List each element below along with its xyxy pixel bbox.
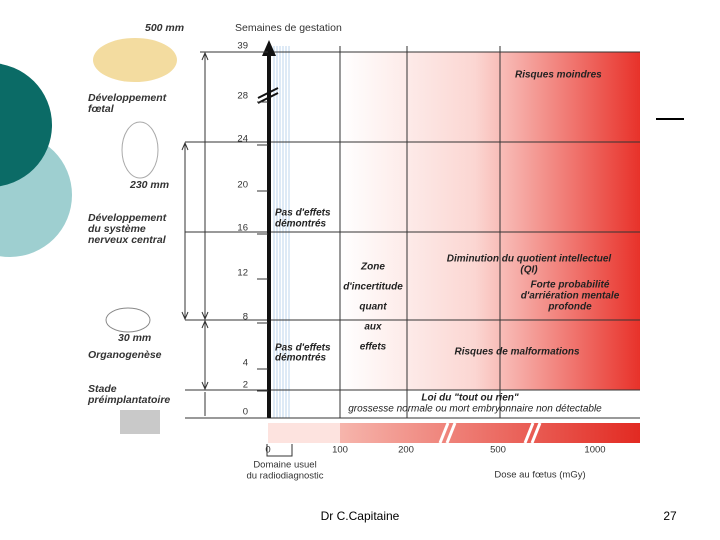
week-tick-label: 4 xyxy=(243,358,248,369)
stage-label: fœtal xyxy=(88,103,115,115)
week-tick-label: 16 xyxy=(237,223,248,234)
stage-size: 500 mm xyxy=(145,22,184,34)
decor-circle xyxy=(0,63,52,187)
stage-arrows xyxy=(181,51,209,416)
dose-ticks: 0 100 200 500 1000 xyxy=(265,445,605,456)
fetus-illustration xyxy=(93,38,177,82)
week-tick-label: 2 xyxy=(243,380,248,391)
embryo-illustration xyxy=(121,121,159,179)
week-tick-label: 39 xyxy=(237,41,248,52)
stage-label: Développement xyxy=(88,212,167,224)
zone-label: Risques moindres xyxy=(515,70,602,81)
dose-note: du radiodiagnostic xyxy=(246,471,323,482)
stage-label: Développement xyxy=(88,92,167,104)
zone-label: Risques de malformations xyxy=(454,347,579,358)
axis-break xyxy=(438,422,542,444)
dose-note: Domaine usuel xyxy=(253,460,316,471)
dose-axis-title: Dose au fœtus (mGy) xyxy=(494,470,585,481)
zone-label: quant xyxy=(359,302,387,313)
dose-tick-label: 0 xyxy=(265,445,270,456)
zone-label: Pas d'effets xyxy=(275,343,331,354)
dose-band xyxy=(340,423,640,443)
zone-label: démontrés xyxy=(275,219,327,230)
zone-label: Loi du "tout ou rien" xyxy=(421,393,519,404)
zone-label: Zone xyxy=(360,262,385,273)
stage-label: préimplantatoire xyxy=(87,394,170,406)
zone-label: (QI) xyxy=(520,265,538,276)
stage-label: Organogenèse xyxy=(88,349,162,361)
page-number: 27 xyxy=(663,509,677,523)
dose-tick-label: 200 xyxy=(398,445,414,456)
stage-label: nerveux central xyxy=(88,234,167,246)
zone-label: profonde xyxy=(547,302,592,313)
zone-label: Forte probabilité xyxy=(531,280,610,291)
zone-label: Diminution du quotient intellectuel xyxy=(447,254,612,265)
axis-break-mark xyxy=(257,87,279,104)
dose-tick-label: 1000 xyxy=(584,445,605,456)
cell-illustration xyxy=(120,410,160,434)
dose-tick-label: 500 xyxy=(490,445,506,456)
dose-band-start xyxy=(268,423,340,443)
week-tick-label: 8 xyxy=(243,312,248,323)
stage-label: Stade xyxy=(88,383,117,395)
week-tick-label: 24 xyxy=(237,134,248,145)
zone-label: d'arriération mentale xyxy=(521,291,620,302)
dose-tick-label: 100 xyxy=(332,445,348,456)
week-tick-label: 0 xyxy=(243,407,248,418)
usual-dose-bracket xyxy=(266,444,293,457)
week-tick-label: 12 xyxy=(237,268,248,279)
stage-label: du système xyxy=(88,223,146,235)
zone-label: Pas d'effets xyxy=(275,208,331,219)
week-tick-label: 20 xyxy=(237,180,248,191)
zone-label: démontrés xyxy=(275,353,327,364)
zone-note: grossesse normale ou mort embryonnaire n… xyxy=(348,404,602,415)
risk-gradient xyxy=(340,52,640,390)
week-tick-label: 28 xyxy=(237,91,248,102)
zone-label: d'incertitude xyxy=(343,282,403,293)
stage-size: 30 mm xyxy=(118,332,151,344)
zone-label: effets xyxy=(360,342,387,353)
stage-size: 230 mm xyxy=(129,179,169,191)
footer-author: Dr C.Capitaine xyxy=(321,509,400,523)
zone-label: aux xyxy=(364,322,382,333)
embryo-illustration xyxy=(105,307,151,333)
axis-title: Semaines de gestation xyxy=(235,22,342,34)
